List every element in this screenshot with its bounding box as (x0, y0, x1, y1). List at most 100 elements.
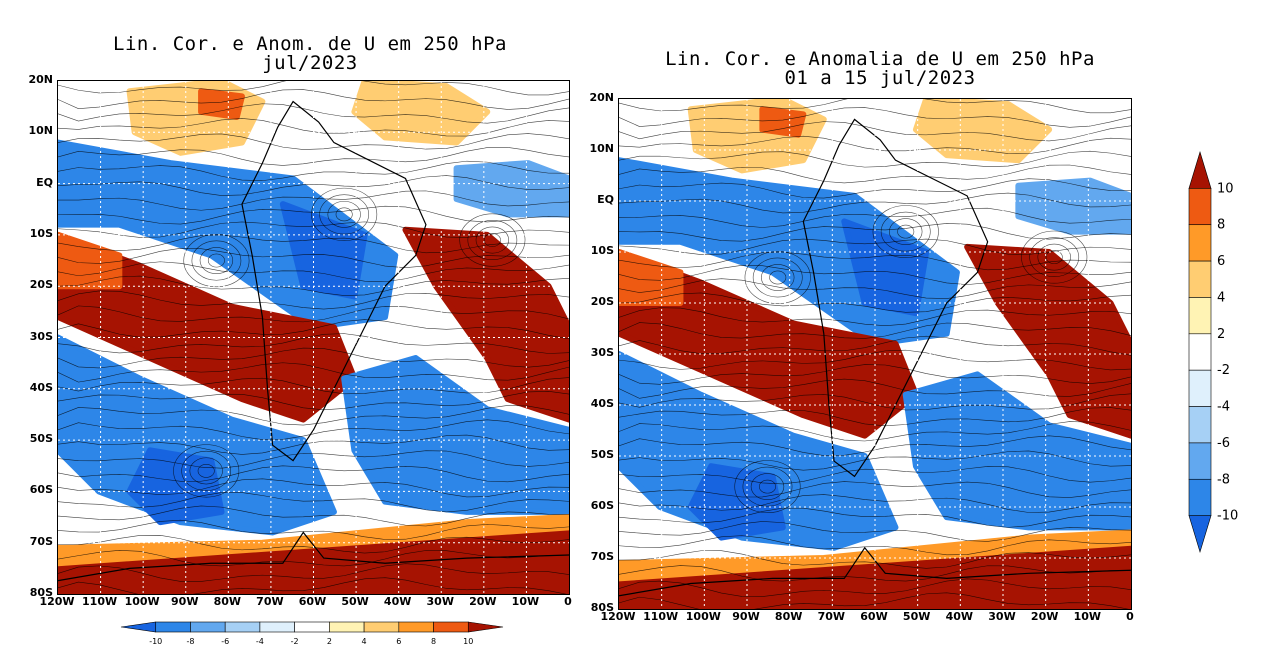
lon-label: 80W (213, 595, 242, 608)
circulation-ring (1029, 237, 1080, 277)
horizontal-colorbar: -10 -8 -6 -4 -2 2 4 6 8 10 (120, 621, 504, 646)
lon-label: 100W (685, 610, 721, 623)
circulation-ring (744, 251, 811, 304)
lon-label: 30W (988, 610, 1016, 623)
colorbar-label: -2 (291, 637, 299, 646)
colorbar-label: 10 (1217, 181, 1234, 196)
colorbar-label: -6 (221, 637, 229, 646)
warm-anomaly-north (687, 99, 827, 174)
circulation-ring (1045, 250, 1063, 264)
colorbar-label: 6 (396, 637, 401, 646)
antarctica-outline (58, 531, 569, 582)
circulation-ring (897, 224, 915, 239)
colorbar-label: -4 (256, 637, 264, 646)
colorbar-segment (1188, 369, 1212, 407)
streamline (619, 481, 1131, 498)
lat-label: 50S (29, 432, 53, 446)
colorbar-segment (120, 621, 157, 633)
lat-label: 80S (29, 586, 53, 599)
colorbar-segment (155, 621, 191, 633)
circulation-ring (872, 205, 939, 259)
streamline (58, 290, 569, 310)
streamline (58, 419, 569, 440)
lon-label: 40W (945, 610, 974, 623)
circulation-ring (311, 187, 378, 241)
lat-label: 20S (590, 295, 614, 308)
lat-label: 30S (29, 329, 53, 343)
circulation-ring (889, 218, 923, 245)
colorbar-label: -10 (1217, 509, 1238, 524)
colorbar-segment (1188, 260, 1212, 298)
lon-label: 50W (341, 595, 369, 608)
colorbar-segment (1188, 297, 1212, 335)
colorbar-label: -8 (1217, 472, 1230, 487)
circulation-ring (742, 466, 793, 507)
panel1-map (57, 80, 570, 595)
lon-label: 120W (600, 610, 636, 623)
lon-label: 0 (564, 595, 572, 608)
jet-anomaly-atlantic (964, 243, 1131, 439)
colorbar-label: 8 (431, 637, 436, 646)
negative-anomaly-atlantic (1015, 177, 1131, 235)
lat-label: 10N (28, 124, 53, 138)
colorbar-segment (1188, 333, 1212, 371)
colorbar-label: -10 (149, 637, 162, 646)
streamline (58, 577, 567, 594)
circulation-ring (183, 233, 250, 288)
circulation-ring (189, 457, 223, 485)
circulation-ring (761, 264, 795, 291)
lat-label: 70S (29, 534, 53, 548)
circulation-ring (1037, 243, 1071, 271)
antarctica-outline (619, 546, 1131, 597)
circulation-ring (483, 233, 501, 247)
jet-anomaly-atlantic (402, 226, 569, 423)
circulation-ring (880, 211, 931, 252)
panel2-title-line1: Lin. Cor. e Anomalia de U em 250 hPa (665, 48, 1095, 70)
continent-outline (802, 118, 989, 478)
lon-label: 70W (256, 595, 284, 608)
circulation-ring (197, 464, 215, 478)
circulation-ring (750, 473, 785, 500)
colorbar-segment (259, 621, 295, 633)
vertical-colorbar: -10 -8 -6 -4 -2 2 4 6 8 10 (1188, 150, 1238, 554)
lon-label: 20W (469, 595, 497, 608)
lon-label: 30W (426, 595, 454, 608)
panel2-map (618, 98, 1132, 610)
lon-label: 80W (774, 610, 803, 623)
negative-anomaly-south-pacific (58, 334, 337, 536)
colorbar-segment (224, 621, 261, 633)
circulation-ring (181, 450, 232, 491)
streamline (58, 450, 569, 469)
colorbar-segment (1188, 406, 1212, 444)
circulation-ring (207, 253, 225, 268)
panel1-title-line2: jul/2023 (262, 52, 358, 74)
lat-label: 20N (28, 73, 53, 86)
colorbar-label: 8 (1217, 218, 1225, 233)
lat-label: EQ (36, 175, 53, 189)
lon-label: 90W (171, 595, 199, 608)
circulation-ring (752, 257, 803, 298)
continent-outline (241, 100, 427, 462)
circulation-ring (734, 460, 801, 514)
colorbar-label: -2 (1217, 363, 1230, 378)
colorbar-segment (398, 621, 434, 633)
circulation-ring (173, 444, 240, 498)
colorbar-segment (294, 621, 330, 633)
lat-label: 40S (590, 397, 614, 410)
colorbar-segment (363, 621, 400, 633)
colorbar-segment (1188, 515, 1212, 554)
circulation-ring (475, 226, 510, 254)
lon-label: 20W (1030, 610, 1059, 623)
colorbar-label: -8 (186, 637, 194, 646)
streamline (58, 234, 569, 254)
lon-label: 10W (511, 595, 540, 608)
lat-label: 40S (29, 380, 53, 394)
circulation-ring (319, 194, 369, 235)
colorbar-label: 10 (463, 637, 473, 646)
lon-label: 90W (732, 610, 760, 623)
anomaly-field (58, 81, 569, 594)
streamline (58, 405, 569, 426)
warm-anomaly-north-east (351, 81, 491, 146)
negative-anomaly-atlantic (453, 160, 569, 218)
colorbar-label: 2 (1217, 327, 1225, 342)
